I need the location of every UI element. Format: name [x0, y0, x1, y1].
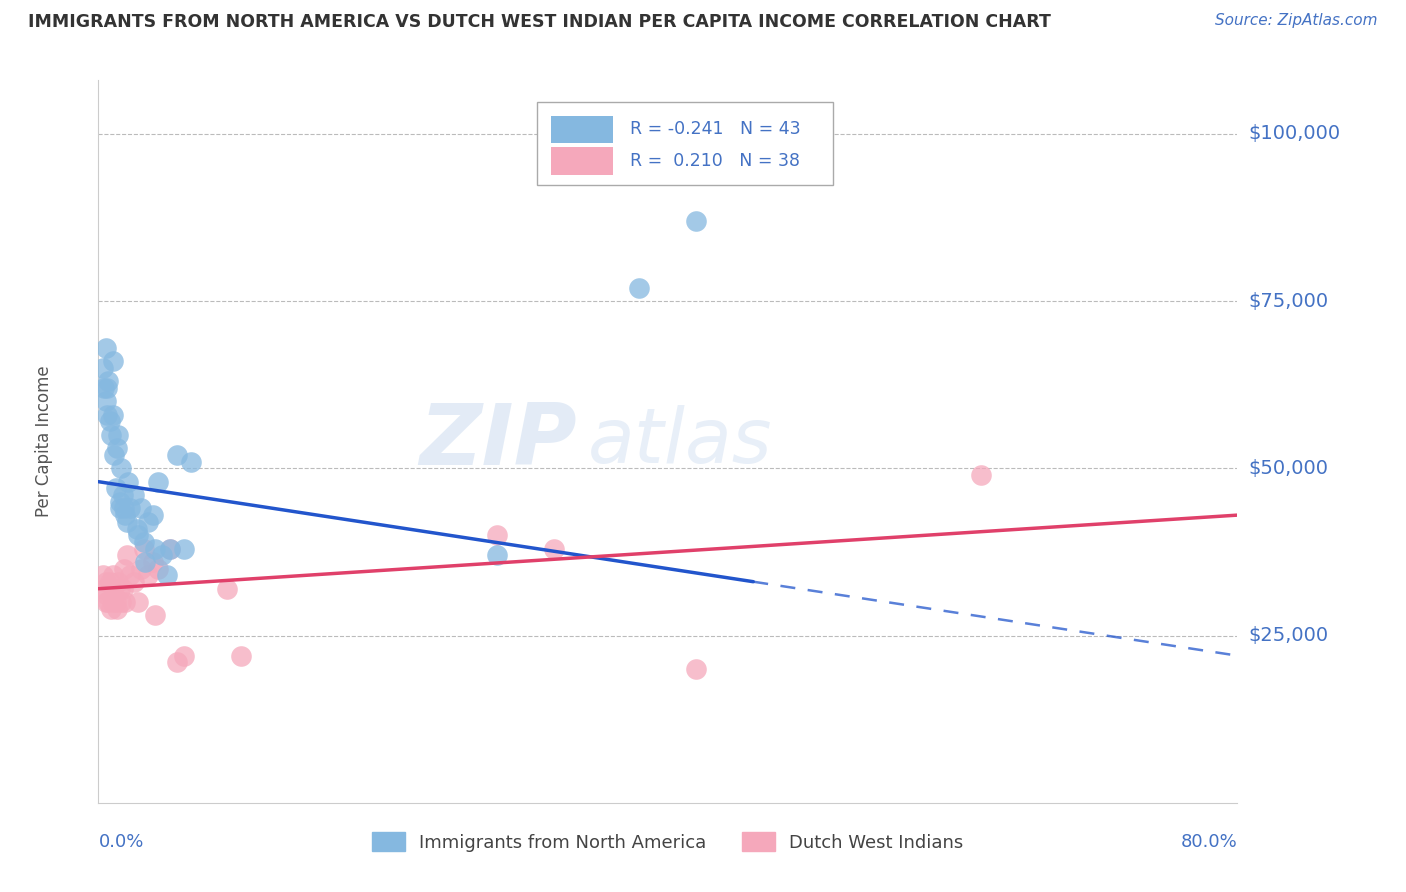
Point	[93, 582, 115, 596]
Point	[114, 595, 136, 609]
Point	[111, 488, 134, 502]
Point	[97, 595, 120, 609]
Point	[104, 595, 127, 609]
Point	[110, 595, 132, 609]
Point	[94, 394, 117, 409]
Point	[107, 427, 129, 442]
Point	[166, 655, 188, 669]
FancyBboxPatch shape	[551, 116, 613, 143]
Legend: Immigrants from North America, Dutch West Indians: Immigrants from North America, Dutch Wes…	[366, 825, 970, 859]
Point	[129, 562, 152, 576]
Point	[141, 555, 163, 569]
Point	[166, 448, 188, 462]
Point	[107, 575, 129, 590]
Text: Per Capita Income: Per Capita Income	[35, 366, 53, 517]
Point	[173, 648, 195, 663]
Point	[94, 575, 117, 590]
Point	[486, 548, 509, 563]
Point	[136, 568, 159, 582]
Point	[486, 528, 509, 542]
Point	[118, 501, 141, 516]
Point	[100, 602, 122, 616]
Point	[685, 213, 707, 227]
Point	[111, 582, 134, 596]
Point	[117, 475, 139, 489]
Point	[152, 548, 174, 563]
Point	[110, 461, 132, 475]
Point	[93, 381, 115, 395]
Point	[685, 662, 707, 676]
Point	[91, 568, 114, 582]
Point	[103, 448, 125, 462]
Point	[112, 501, 135, 516]
Point	[125, 521, 148, 535]
Point	[628, 281, 651, 295]
Point	[108, 501, 131, 516]
Point	[229, 648, 252, 663]
Point	[96, 589, 118, 603]
Point	[100, 427, 122, 442]
Point	[98, 575, 121, 590]
Point	[112, 562, 135, 576]
Point	[543, 541, 565, 556]
Point	[180, 454, 202, 469]
Point	[96, 408, 118, 422]
Text: R =  0.210   N = 38: R = 0.210 N = 38	[630, 153, 800, 170]
FancyBboxPatch shape	[537, 102, 832, 185]
Point	[156, 568, 179, 582]
Text: $50,000: $50,000	[1249, 458, 1329, 478]
Point	[91, 361, 114, 376]
Point	[96, 381, 118, 395]
Point	[101, 354, 124, 368]
Point	[136, 515, 159, 529]
Point	[134, 555, 156, 569]
Point	[104, 482, 127, 496]
Text: $100,000: $100,000	[1249, 124, 1340, 144]
Point	[159, 541, 181, 556]
FancyBboxPatch shape	[551, 147, 613, 175]
Point	[101, 595, 124, 609]
Point	[129, 501, 152, 516]
Point	[103, 589, 125, 603]
Point	[148, 475, 170, 489]
Point	[97, 375, 120, 389]
Point	[148, 562, 170, 576]
Text: IMMIGRANTS FROM NORTH AMERICA VS DUTCH WEST INDIAN PER CAPITA INCOME CORRELATION: IMMIGRANTS FROM NORTH AMERICA VS DUTCH W…	[28, 13, 1052, 31]
Point	[101, 568, 124, 582]
Point	[108, 582, 131, 596]
Point	[132, 541, 155, 556]
Point	[105, 441, 128, 455]
Point	[127, 595, 149, 609]
Point	[118, 568, 141, 582]
Point	[141, 508, 163, 523]
Text: R = -0.241   N = 43: R = -0.241 N = 43	[630, 120, 801, 138]
Point	[115, 515, 138, 529]
Point	[127, 528, 149, 542]
Text: $25,000: $25,000	[1249, 626, 1329, 645]
Point	[132, 534, 155, 549]
Point	[108, 494, 131, 508]
Point	[215, 582, 238, 596]
Text: $75,000: $75,000	[1249, 292, 1329, 310]
Text: atlas: atlas	[588, 405, 773, 478]
Point	[145, 608, 167, 623]
Text: 0.0%: 0.0%	[98, 833, 143, 851]
Point	[122, 575, 145, 590]
Text: 80.0%: 80.0%	[1181, 833, 1237, 851]
Point	[159, 541, 181, 556]
Point	[114, 508, 136, 523]
Point	[98, 414, 121, 428]
Point	[115, 548, 138, 563]
Point	[145, 541, 167, 556]
Point	[94, 595, 117, 609]
Point	[173, 541, 195, 556]
Point	[970, 467, 993, 482]
Text: ZIP: ZIP	[419, 400, 576, 483]
Point	[94, 341, 117, 355]
Point	[105, 602, 128, 616]
Text: Source: ZipAtlas.com: Source: ZipAtlas.com	[1215, 13, 1378, 29]
Point	[122, 488, 145, 502]
Point	[101, 408, 124, 422]
